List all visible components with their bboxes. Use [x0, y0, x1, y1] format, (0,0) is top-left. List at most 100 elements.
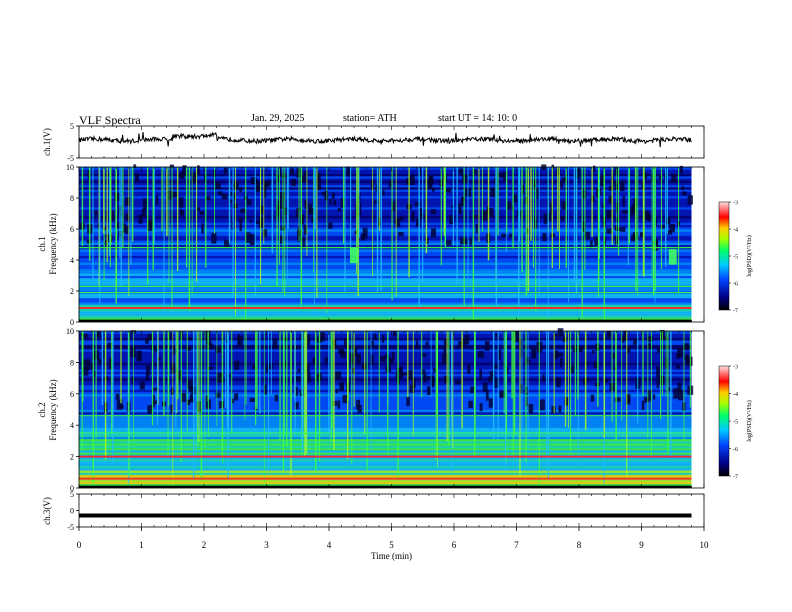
x-tick-label: 1 [139, 540, 144, 550]
ch1-dark-patch [279, 235, 283, 244]
ch2-freq-row [79, 396, 692, 399]
ch2-freq-row [79, 481, 692, 485]
ch1-blob [668, 249, 677, 265]
x-tick-label: 6 [452, 540, 457, 550]
ch2-dark-patch [130, 347, 136, 358]
ch2-freq-row [79, 438, 692, 442]
ch2-freq-row [79, 416, 692, 419]
ch1-dark-patch [124, 225, 129, 235]
ch2-freq-row [79, 398, 692, 402]
ch2-freq-row [79, 456, 692, 460]
ch2-dark-patch [408, 376, 411, 381]
ch2-dark-patch [578, 346, 584, 353]
x-tick-label: 0 [77, 540, 82, 550]
ch1-dark-patch [114, 192, 120, 201]
ch1-dark-patch [296, 208, 299, 218]
ch2-dark-patch [464, 334, 470, 345]
ch2-dark-patch [370, 354, 374, 365]
ch1-dark-patch [532, 179, 537, 188]
ch2-dark-patch [542, 374, 545, 382]
ch2-dark-patch [454, 380, 461, 385]
ch2-dark-patch [641, 400, 645, 411]
ch1-dark-patch [400, 216, 404, 221]
ch1-dark-patch [542, 233, 547, 242]
ch1-freq-row [79, 244, 692, 248]
ch2-freq-row [79, 461, 692, 464]
ch2-dark-patch [357, 404, 362, 413]
ch1-colorbar-tick-label: -4 [733, 228, 738, 234]
ch1-colorbar-tick-label: -6 [733, 282, 738, 288]
ch2-dark-patch [104, 376, 109, 381]
ch2-dark-patch [462, 339, 466, 346]
ch2-freq-row [79, 351, 692, 354]
ch1-freq-row [79, 248, 692, 252]
ch2-dark-patch [350, 353, 355, 363]
ch2-dark-patch [673, 388, 680, 399]
ch2-dark-patch [677, 382, 682, 393]
ch1-freq-row [79, 284, 692, 288]
ch1-freq-row [79, 268, 692, 272]
ch2-freq-row [79, 427, 692, 431]
y-tick-label: 0 [70, 484, 74, 493]
ch1-spec-ylabel-1: ch.1 [37, 236, 47, 251]
ch2-dark-patch [205, 395, 209, 400]
ch2-freq-row [79, 335, 692, 339]
ch2-freq-row [79, 337, 692, 341]
ch1-dark-patch [414, 202, 421, 207]
ch2-freq-row [79, 373, 692, 377]
x-tick-label: 5 [389, 540, 394, 550]
ch1-freq-row [79, 191, 692, 195]
ch1-dark-patch [255, 184, 259, 193]
ch2-freq-row [79, 470, 692, 473]
ch1-dark-patch [324, 190, 328, 201]
y-tick-label: 2 [70, 287, 74, 296]
ch2-dark-patch [225, 332, 228, 343]
ch2-dark-patch [585, 377, 589, 382]
ch1-dark-patch [199, 211, 205, 215]
ch1-dark-patch [487, 207, 494, 217]
ch2-dark-patch [116, 399, 123, 410]
ch2-dark-patch [115, 393, 120, 400]
y-tick-label: 5 [70, 490, 74, 499]
ch1-freq-row [79, 206, 692, 210]
ch1-dark-patch [133, 164, 137, 169]
ch2-dark-patch [467, 364, 471, 374]
ch1-dark-patch [201, 223, 204, 234]
ch1-dark-patch [687, 195, 693, 205]
ch1-dark-patch [472, 169, 477, 174]
ch2-dark-patch [677, 347, 683, 358]
ch2-dark-patch [664, 336, 667, 340]
ch2-dark-patch [485, 389, 489, 401]
ch2-dark-patch [482, 382, 488, 392]
ch1-freq-row [79, 295, 692, 299]
ch2-dark-patch [265, 365, 268, 373]
ch1-dark-patch [303, 171, 307, 177]
ch1-freq-row [79, 304, 692, 307]
ch1-freq-row [79, 209, 692, 212]
ch2-dark-patch [626, 346, 631, 354]
ch1-dark-patch [411, 211, 415, 222]
ch2-freq-row [79, 339, 692, 343]
ch1-dark-patch [333, 199, 336, 206]
ch1-dark-patch [147, 222, 153, 232]
ch1-dark-patch [278, 192, 285, 201]
ch1-dark-patch [250, 177, 257, 184]
ch3-ylabel: ch.3(V) [42, 497, 52, 525]
y-tick-label: 6 [70, 390, 74, 399]
ch2-dark-patch [554, 350, 559, 360]
ch1-freq-row [79, 271, 692, 274]
ch1-colorbar [718, 201, 730, 311]
ch1-dark-patch [290, 168, 294, 175]
ch1-dark-patch [256, 220, 259, 225]
ch1-dark-patch [560, 181, 564, 188]
ch2-dark-patch [444, 375, 449, 384]
ch2-dark-patch [237, 335, 243, 346]
ch1-freq-row [79, 277, 692, 281]
y-tick-label: 8 [70, 194, 74, 203]
ch2-dark-patch [152, 400, 158, 405]
ch2-dark-patch [208, 343, 213, 350]
ch1-dark-patch [228, 199, 234, 203]
ch1-dark-patch [303, 224, 307, 235]
ch1-freq-row [79, 220, 692, 223]
ch1-dark-patch [427, 179, 433, 189]
